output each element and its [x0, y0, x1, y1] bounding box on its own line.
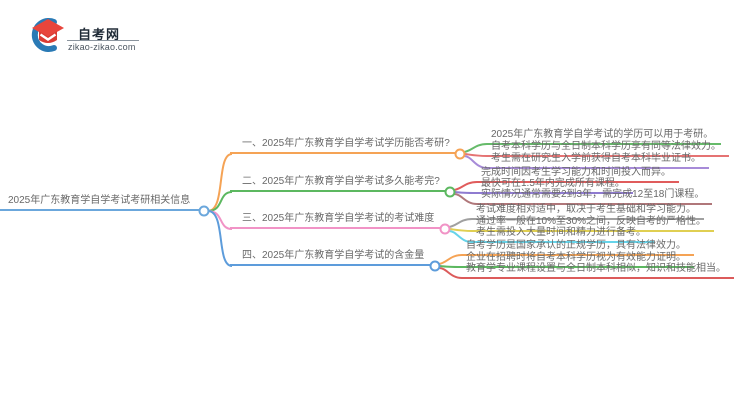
connector-b2-child-2 [454, 191, 478, 194]
connector-b4-child-2 [439, 265, 463, 268]
mindmap-leaf-b2-2[interactable]: 最快可在1.5年内完成所有课程。 [477, 178, 633, 194]
connector-b1-child-1 [463, 143, 488, 153]
connector-b3-child-2 [449, 228, 473, 232]
mindmap-leaf-b3-3[interactable]: 考生需投入大量时间和精力进行备考。 [472, 227, 654, 243]
mindmap-leaf-b1-1[interactable]: 2025年广东教育学自学考试的学历可以用于考研。 [487, 129, 722, 145]
connector-root-branch-2 [207, 191, 233, 212]
brand-name: 自考网 [78, 27, 121, 42]
connector-b1-child-3 [463, 155, 488, 169]
mindmap-leaf-b4-2[interactable]: 企业在招聘时将自考本科学历视为有效能力证明。 [462, 252, 694, 268]
mindmap-leaf-b2-3[interactable]: 实际情况通常需要2到3年，需完成12至18门课程。 [477, 189, 713, 205]
mindmap-leaf-b1-2[interactable]: 自考本科学历与全日制本科学历享有同等法律效力。 [487, 141, 729, 157]
mindmap-leaf-b4-1[interactable]: 自考学历是国家承认的正规学历，具有法律效力。 [462, 240, 694, 256]
graduation-cap-icon [31, 18, 64, 52]
brand-divider [67, 40, 139, 41]
branch-3-junction-dot [439, 223, 451, 235]
mindmap-branch-1[interactable]: 一、2025年广东教育学自学考试学历能否考研? [230, 138, 456, 154]
connector-b3-child-1 [448, 218, 473, 228]
connector-b4-child-3 [438, 267, 463, 279]
mindmap-branch-2[interactable]: 二、2025年广东教育学自学考试多久能考完? [230, 176, 446, 192]
connector-root-branch-3 [207, 210, 233, 230]
connector-b2-child-1 [453, 181, 478, 191]
connector-b2-child-3 [453, 193, 478, 205]
branch-1-junction-dot [454, 148, 466, 160]
mindmap-leaf-b2-1[interactable]: 完成时间因考生学习能力和时间投入而异。 [477, 167, 679, 183]
mindmap-root-node[interactable]: 2025年广东教育学自学考试考研相关信息 [0, 195, 200, 211]
mindmap-branch-3[interactable]: 三、2025年广东教育学自学考试的考试难度 [230, 213, 441, 229]
connector-b3-child-3 [448, 230, 473, 243]
connector-b4-child-1 [438, 254, 463, 265]
branch-4-junction-dot [429, 260, 441, 272]
branch-2-junction-dot [444, 186, 456, 198]
root-junction-dot [198, 205, 210, 217]
mindmap-leaf-b4-3[interactable]: 教育学专业课程设置与全日制本科相似，知识和技能相当。 [462, 263, 734, 279]
mindmap-branch-4[interactable]: 四、2025年广东教育学自学考试的含金量 [230, 250, 431, 266]
mindmap-leaf-b3-2[interactable]: 通过率一般在10%至30%之间，反映自考的严格性。 [472, 216, 715, 232]
brand-domain: zikao-zikao.com [68, 42, 136, 52]
connector-b1-child-2 [464, 153, 488, 157]
mindmap-leaf-b3-1[interactable]: 考试难度相对适中，取决于考生基础和学习能力。 [472, 204, 704, 220]
brand-logo[interactable]: 自考网 zikao-zikao.com [28, 14, 158, 58]
connector-root-branch-4 [207, 210, 233, 267]
mindmap-leaf-b1-3[interactable]: 考生需在研究生入学前获得自考本科毕业证书。 [487, 153, 709, 169]
